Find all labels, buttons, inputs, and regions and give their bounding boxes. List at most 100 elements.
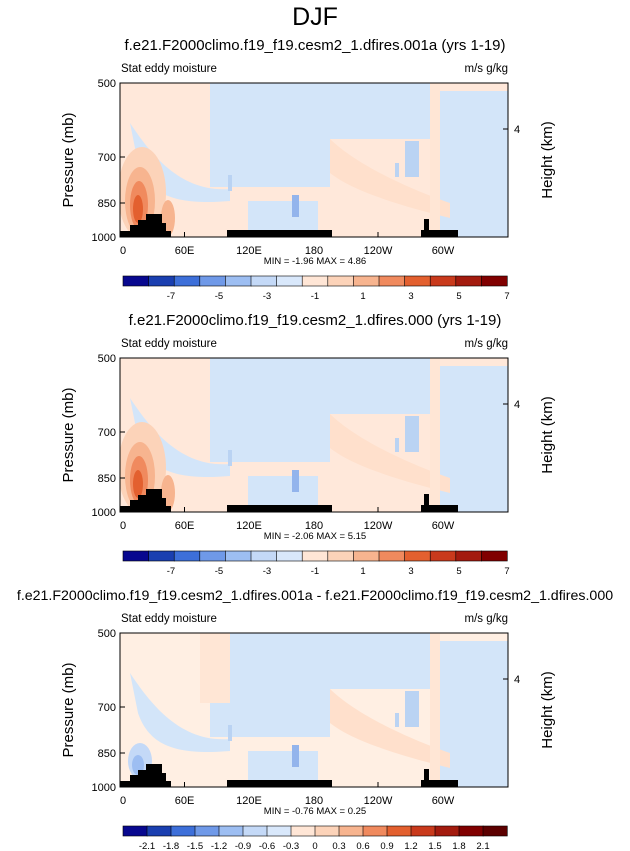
colorbar-swatch bbox=[170, 825, 196, 837]
colorbar-swatch bbox=[338, 825, 364, 837]
colorbar-swatch bbox=[404, 550, 431, 562]
positive-region bbox=[430, 358, 440, 512]
colorbar-swatch bbox=[290, 825, 316, 837]
y-tick-label: 700 bbox=[98, 702, 116, 714]
colorbar-label: 1.8 bbox=[452, 841, 465, 851]
colorbar-swatch bbox=[122, 550, 150, 562]
colorbar-label: 7 bbox=[504, 566, 509, 577]
colorbar-label: -7 bbox=[167, 566, 175, 577]
negative-region bbox=[292, 470, 299, 492]
colorbar-label: -5 bbox=[215, 566, 223, 577]
colorbar-swatch bbox=[173, 275, 201, 287]
colorbar-swatch bbox=[327, 275, 354, 287]
colorbar-swatch bbox=[429, 275, 457, 287]
x-tick-label: 60E bbox=[175, 520, 195, 532]
y-tick-label: 1000 bbox=[92, 232, 116, 244]
colorbar-swatch bbox=[301, 550, 329, 562]
colorbar-swatch bbox=[194, 825, 220, 837]
colorbar-swatch bbox=[242, 825, 268, 837]
plot-area bbox=[120, 633, 508, 787]
negative-region bbox=[292, 745, 299, 767]
negative-region bbox=[228, 450, 232, 466]
topography bbox=[120, 489, 171, 512]
y-tick-label: 850 bbox=[98, 748, 116, 760]
negative-region bbox=[210, 358, 330, 462]
colorbar-swatch bbox=[276, 275, 303, 287]
colorbar-label: 7 bbox=[504, 291, 509, 302]
x-tick-label: 120E bbox=[236, 520, 262, 532]
y2-tick-label: 4 bbox=[514, 399, 520, 411]
colorbar-label: 2.1 bbox=[476, 841, 489, 851]
y2-axis-label: Height (km) bbox=[539, 121, 556, 199]
negative-region bbox=[440, 91, 508, 237]
x-tick-label: 120W bbox=[364, 520, 393, 532]
x-tick-label: 180 bbox=[305, 245, 323, 257]
colorbar-swatch bbox=[218, 825, 244, 837]
negative-region bbox=[440, 641, 508, 787]
left-label: Stat eddy moisture bbox=[121, 338, 217, 350]
negative-region bbox=[330, 633, 430, 689]
colorbar-swatch bbox=[225, 275, 252, 287]
x-tick-label: 60E bbox=[175, 795, 195, 807]
positive-region bbox=[330, 689, 450, 768]
topography bbox=[227, 505, 332, 512]
colorbar-swatch bbox=[386, 825, 412, 837]
colorbar-swatch bbox=[146, 825, 172, 837]
colorbar-swatch bbox=[482, 825, 508, 837]
colorbar-swatch bbox=[410, 825, 436, 837]
colorbar: -2.1 -1.8 -1.5 -1.2 -0.9 -0.6 -0.3 0 0.3 0.6 0.9 1.… bbox=[122, 825, 508, 851]
colorbar-swatch bbox=[199, 275, 227, 287]
negative-region bbox=[405, 416, 419, 452]
main-title: DJF bbox=[292, 3, 338, 31]
y-tick-label: 700 bbox=[98, 152, 116, 164]
left-label: Stat eddy moisture bbox=[121, 63, 217, 75]
x-tick-label: 60E bbox=[175, 245, 195, 257]
panel-title: f.e21.F2000climo.f19_f19.cesm2_1.dfires.… bbox=[129, 312, 502, 329]
colorbar-swatch bbox=[250, 275, 278, 287]
topography bbox=[227, 230, 332, 237]
panel-3: f.e21.F2000climo.f19_f19.cesm2_1.dfires.… bbox=[17, 588, 613, 851]
x-tick-label: 60W bbox=[432, 245, 455, 257]
colorbar-swatch bbox=[404, 275, 431, 287]
colorbar-swatch bbox=[481, 550, 508, 562]
x-tick-label: 60W bbox=[432, 520, 455, 532]
colorbar-swatch bbox=[250, 550, 278, 562]
y-axis-label: Pressure (mb) bbox=[60, 112, 77, 207]
y-tick-label: 500 bbox=[98, 628, 116, 640]
topography bbox=[120, 764, 171, 787]
colorbar-label: 1.5 bbox=[428, 841, 441, 851]
negative-region bbox=[248, 476, 318, 506]
x-tick-label: 180 bbox=[305, 520, 323, 532]
positive-core bbox=[133, 195, 143, 223]
right-label: m/s g/kg bbox=[465, 63, 508, 75]
topography bbox=[227, 780, 332, 787]
positive-region bbox=[330, 139, 450, 218]
topography bbox=[421, 494, 458, 512]
colorbar-swatch bbox=[148, 275, 175, 287]
x-tick-label: 0 bbox=[120, 245, 126, 257]
x-tick-label: 120E bbox=[236, 795, 262, 807]
colorbar-swatch bbox=[225, 550, 252, 562]
negative-region bbox=[395, 163, 399, 177]
x-tick-label: 120W bbox=[364, 245, 393, 257]
negative-region bbox=[395, 713, 399, 727]
colorbar: -7 -5 -3 -1 1 3 5 7 bbox=[122, 550, 510, 577]
negative-region bbox=[405, 691, 419, 727]
colorbar-label: 5 bbox=[456, 566, 461, 577]
right-label: m/s g/kg bbox=[465, 613, 508, 625]
y-tick-label: 1000 bbox=[92, 782, 116, 794]
topography bbox=[421, 219, 458, 237]
negative-region bbox=[248, 751, 318, 781]
negative-region bbox=[210, 83, 330, 187]
negative-region bbox=[228, 175, 232, 191]
min-max-stats: MIN = -0.76 MAX = 0.25 bbox=[264, 806, 366, 817]
y-axis-label: Pressure (mb) bbox=[60, 662, 77, 757]
negative-region bbox=[405, 141, 419, 177]
colorbar-label: -2.1 bbox=[139, 841, 155, 851]
y2-tick-label: 4 bbox=[514, 674, 520, 686]
y-tick-label: 500 bbox=[98, 353, 116, 365]
colorbar-swatch bbox=[266, 825, 292, 837]
colorbar-swatch bbox=[458, 825, 484, 837]
topography bbox=[120, 214, 171, 237]
